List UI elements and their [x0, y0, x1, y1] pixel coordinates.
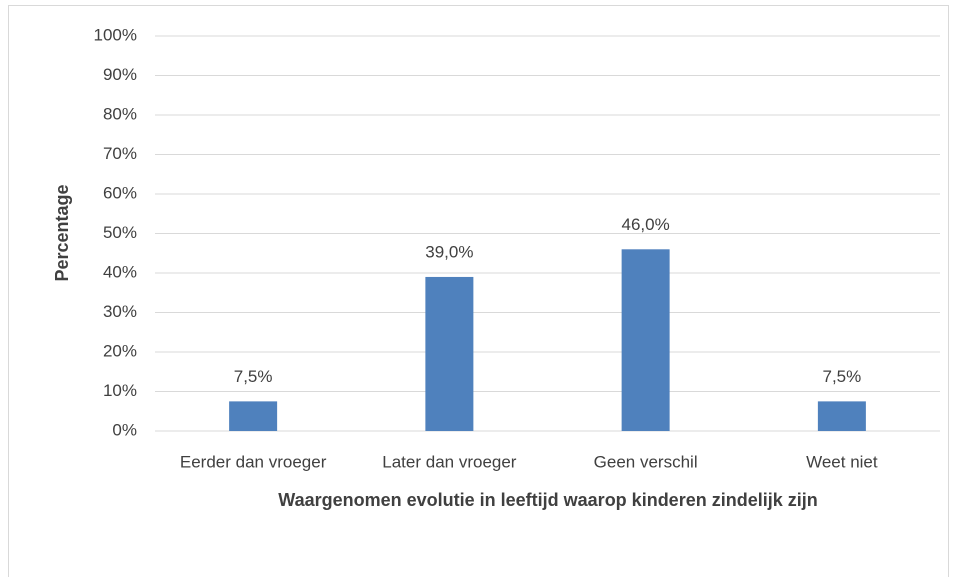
y-tick-label: 40%: [103, 262, 137, 281]
x-tick-label: Later dan vroeger: [382, 452, 517, 471]
y-tick-label: 0%: [112, 420, 137, 439]
bar: [621, 249, 670, 431]
y-tick-label: 10%: [103, 381, 137, 400]
y-tick-label: 90%: [103, 65, 137, 84]
x-tick-label: Eerder dan vroeger: [180, 452, 327, 471]
y-tick-label: 60%: [103, 183, 137, 202]
value-label: 39,0%: [425, 242, 473, 261]
bar: [425, 276, 474, 431]
chart-frame: [8, 5, 949, 577]
x-tick-label: Weet niet: [806, 452, 878, 471]
bar: [229, 401, 278, 431]
y-tick-label: 30%: [103, 302, 137, 321]
value-label: 7,5%: [234, 367, 273, 386]
y-tick-label: 80%: [103, 104, 137, 123]
value-label: 46,0%: [622, 215, 670, 234]
y-tick-label: 100%: [94, 25, 137, 44]
bar: [817, 401, 866, 431]
y-axis-label: Percentage: [52, 184, 72, 281]
x-axis-label: Waargenomen evolutie in leeftijd waarop …: [278, 490, 817, 510]
y-tick-label: 50%: [103, 223, 137, 242]
x-tick-label: Geen verschil: [594, 452, 698, 471]
value-label: 7,5%: [823, 367, 862, 386]
y-tick-label: 70%: [103, 144, 137, 163]
y-tick-label: 20%: [103, 341, 137, 360]
